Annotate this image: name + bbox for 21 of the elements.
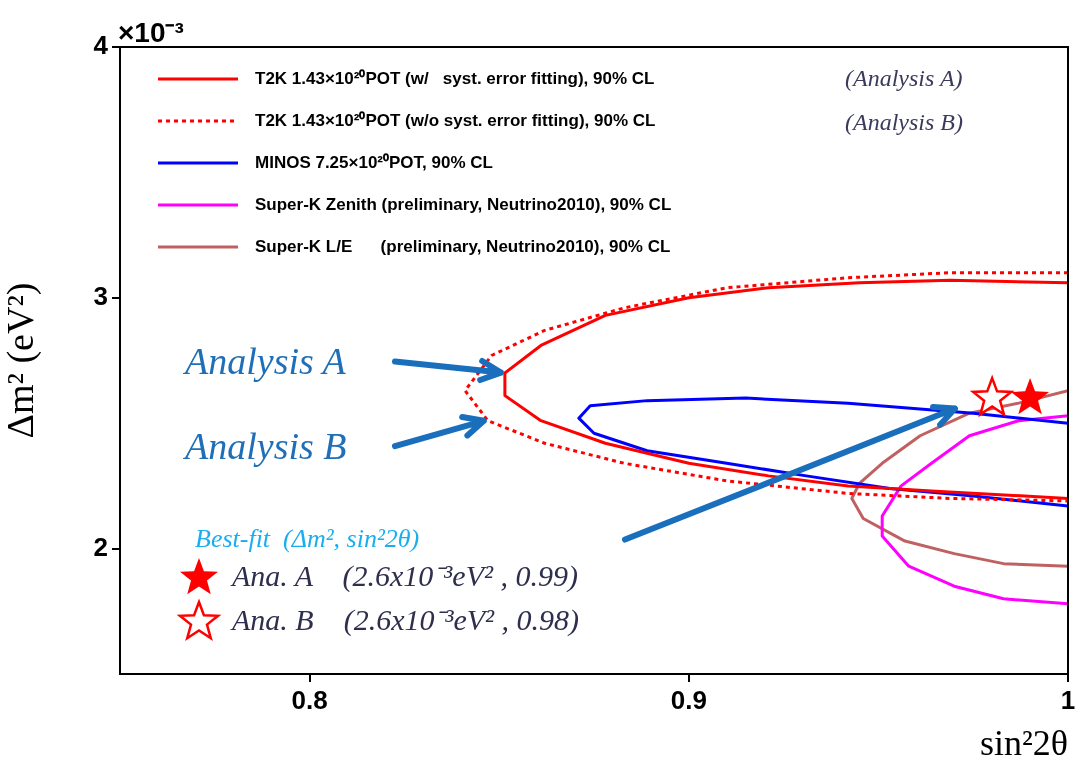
x-axis-title: sin²2θ bbox=[979, 722, 1068, 763]
annotation: (Analysis A) bbox=[845, 65, 963, 92]
annotation: Best-fit (Δm², sin²2θ) bbox=[195, 523, 420, 553]
legend-label: MINOS 7.25×10²⁰POT, 90% CL bbox=[255, 152, 493, 172]
legend-label: Ana. B (2.6x10⁻³eV² , 0.98) bbox=[230, 602, 580, 637]
y-tick-label: 2 bbox=[93, 531, 108, 562]
legend-label: T2K 1.43×10²⁰POT (w/ syst. error fitting), 90% CL bbox=[255, 68, 655, 88]
y-axis-title: Δm² (eV²) bbox=[0, 282, 42, 439]
legend-label: Super-K L/E (preliminary, Neutrino2010), 90% CL bbox=[255, 236, 671, 256]
legend-label: Super-K Zenith (preliminary, Neutrino2010), 90% CL bbox=[255, 194, 672, 214]
legend-label: T2K 1.43×10²⁰POT (w/o syst. error fitting), 90% CL bbox=[255, 110, 656, 130]
y-tick-label: 4 bbox=[93, 30, 109, 61]
legend-label: Ana. A (2.6x10⁻³eV² , 0.99) bbox=[230, 558, 578, 593]
annotation: Analysis A bbox=[182, 339, 347, 382]
x-tick-label: 0.9 bbox=[670, 684, 707, 715]
x-tick-label: 1 bbox=[1060, 684, 1076, 715]
annotation: (Analysis B) bbox=[845, 109, 963, 136]
x-tick-label: 0.8 bbox=[291, 684, 328, 715]
y-tick-label: 3 bbox=[93, 280, 108, 311]
annotation: ×10⁻³ bbox=[118, 16, 184, 48]
annotation: Analysis B bbox=[182, 424, 347, 467]
